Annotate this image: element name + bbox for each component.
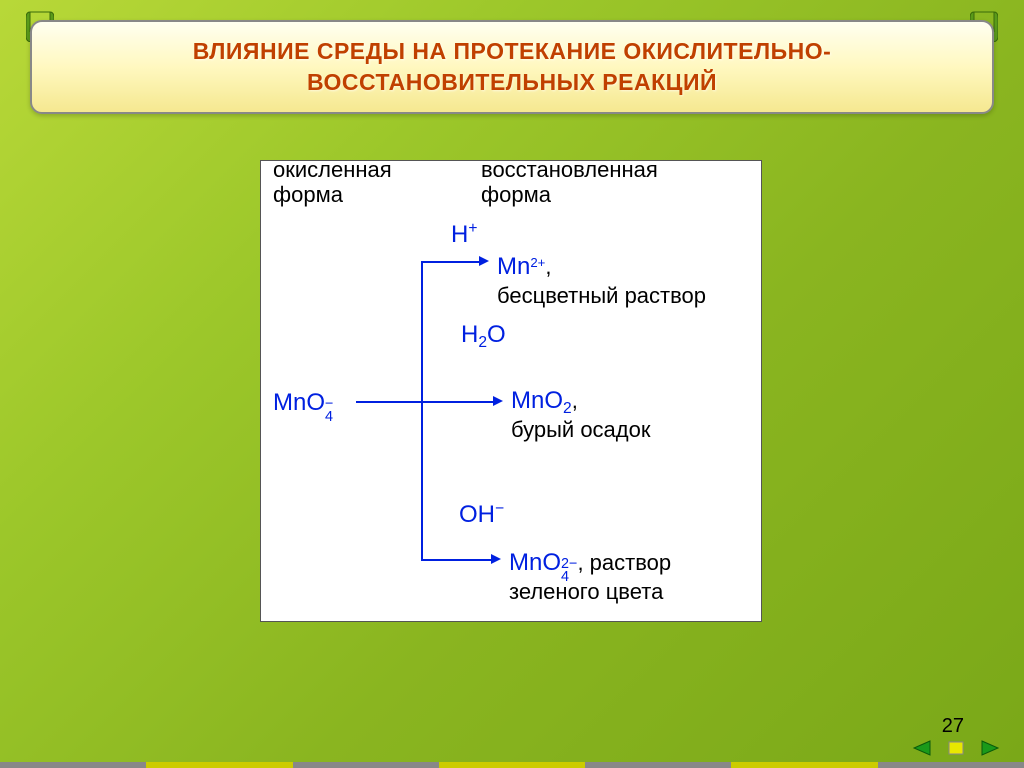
- product-mno2: MnO2,: [511, 387, 578, 415]
- reaction-diagram: окисленнаяформа восстановленнаяформа MnO…: [260, 160, 762, 622]
- arrow-branch-2: [421, 401, 495, 403]
- product-mn2: Mn2+,: [497, 253, 552, 281]
- nav-prev-button[interactable]: [908, 736, 936, 760]
- arrow-head-2: [493, 396, 503, 406]
- arrow-stem: [356, 401, 423, 403]
- nav-next-button[interactable]: [976, 736, 1004, 760]
- slide-title: ВЛИЯНИЕ СРЕДЫ НА ПРОТЕКАНИЕ ОКИСЛИТЕЛЬНО…: [52, 36, 972, 98]
- header-oxidized: окисленнаяформа: [273, 157, 392, 208]
- arrow-branch-3: [421, 559, 493, 561]
- title-banner: ВЛИЯНИЕ СРЕДЫ НА ПРОТЕКАНИЕ ОКИСЛИТЕЛЬНО…: [30, 20, 994, 114]
- medium-h2o: H2O: [461, 321, 506, 349]
- medium-oh-minus: OH−: [459, 501, 504, 529]
- arrow-trunk: [421, 261, 423, 559]
- desc-colorless: бесцветный раствор: [497, 283, 706, 308]
- medium-h-plus: H+: [451, 221, 477, 249]
- desc-brown: бурый осадок: [511, 417, 651, 442]
- desc-green: зеленого цвета: [509, 579, 663, 604]
- arrow-branch-1: [421, 261, 481, 263]
- arrow-head-1: [479, 256, 489, 266]
- page-number: 27: [942, 715, 964, 738]
- nav-home-button[interactable]: [942, 736, 970, 760]
- nav-controls: [908, 736, 1004, 760]
- footer-bar: [0, 762, 1024, 768]
- source-formula: MnO−4: [273, 389, 333, 426]
- header-reduced: восстановленнаяформа: [481, 157, 658, 208]
- arrow-head-3: [491, 554, 501, 564]
